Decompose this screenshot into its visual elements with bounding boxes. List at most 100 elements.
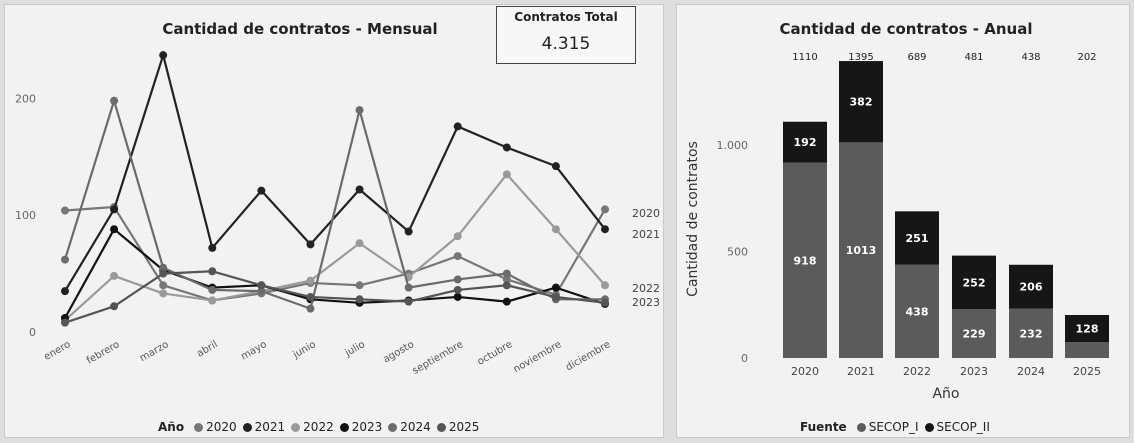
x-tick-label: 2021 <box>847 365 875 378</box>
data-point-2021 <box>404 227 413 236</box>
data-point-2025 <box>355 295 364 304</box>
data-point-2025 <box>61 318 69 327</box>
data-point-2022 <box>502 170 511 179</box>
bar-total-label: 481 <box>964 52 983 63</box>
data-point-2023 <box>453 292 462 301</box>
x-tick-label: 2024 <box>1017 365 1045 378</box>
bar-value-label: 1013 <box>846 244 877 257</box>
legend-label: 2022 <box>303 420 334 434</box>
bar-segment-SECOP_I <box>783 162 827 358</box>
data-point-2025 <box>110 302 119 311</box>
legend-marker <box>242 422 252 432</box>
legend-item-2024[interactable]: 2024 <box>388 420 431 434</box>
data-point-2025 <box>453 285 462 294</box>
legend-marker <box>436 422 446 432</box>
y-axis-label: Cantidad de contratos <box>685 141 701 297</box>
data-point-2021 <box>110 205 119 214</box>
data-point-2022 <box>306 276 315 285</box>
legend-item-2022[interactable]: 2022 <box>291 420 334 434</box>
bar-segment-SECOP_II <box>783 121 827 163</box>
bar-total-label: 689 <box>907 52 926 63</box>
data-point-2020 <box>355 281 364 290</box>
bar-value-label: 251 <box>906 232 929 245</box>
legend-label: 2021 <box>254 420 286 434</box>
legend-item-2023[interactable]: 2023 <box>339 420 382 434</box>
data-point-2025 <box>208 267 217 276</box>
data-point-2023 <box>502 297 511 306</box>
bar-segment-SECOP_I <box>952 309 996 358</box>
data-point-2021 <box>61 287 69 296</box>
data-point-2023 <box>110 225 119 234</box>
legend-item-SECOP_II[interactable]: SECOP_II <box>924 420 990 434</box>
bar-segment-SECOP_I <box>895 264 939 358</box>
bar-segment-SECOP_II <box>839 61 883 143</box>
x-tick-label: 2022 <box>903 365 931 378</box>
data-point-2021 <box>257 186 266 195</box>
legend-marker <box>856 422 866 432</box>
monthly-legend-title: Año <box>158 420 185 434</box>
series-end-label: 2023 <box>632 296 660 309</box>
bar-value-label: 252 <box>963 276 986 289</box>
bar-segment-SECOP_I <box>839 142 883 358</box>
bar-value-label: 192 <box>794 136 817 149</box>
legend-item-SECOP_I[interactable]: SECOP_I <box>856 420 919 434</box>
data-point-2024 <box>404 283 413 292</box>
series-line-2025 <box>64 270 606 324</box>
bar-value-label: 918 <box>794 254 817 267</box>
legend-marker <box>388 422 398 432</box>
data-point-2024 <box>306 304 315 313</box>
bar-total-label: 1110 <box>792 52 817 63</box>
data-point-2024 <box>110 96 119 105</box>
legend-label: SECOP_II <box>936 420 990 434</box>
data-point-2022 <box>208 296 217 305</box>
data-point-2021 <box>355 185 364 194</box>
data-point-2025 <box>257 281 266 290</box>
legend-item-2021[interactable]: 2021 <box>242 420 286 434</box>
bar-total-label: 202 <box>1077 52 1096 63</box>
data-point-2020 <box>159 281 168 290</box>
data-point-2021 <box>306 240 315 249</box>
total-contracts-value: 4.315 <box>541 34 591 54</box>
bar-value-label: 438 <box>906 305 929 318</box>
data-point-2022 <box>601 281 609 290</box>
series-line-2023 <box>64 228 606 319</box>
data-point-2020 <box>453 252 462 261</box>
legend-item-2020[interactable]: 2020 <box>194 420 237 434</box>
data-point-2024 <box>502 269 511 278</box>
y-tick-label: 500 <box>727 246 748 259</box>
data-point-2025 <box>306 292 315 301</box>
data-point-2024 <box>355 106 364 115</box>
series-end-label: 2020 <box>632 207 660 220</box>
data-point-2024 <box>159 263 168 272</box>
series-line-2024 <box>63 99 605 310</box>
y-tick-label: 0 <box>741 352 748 365</box>
data-point-2022 <box>551 225 560 234</box>
monthly-legend: Año 2020 2021 2022 2023 2024 2025 <box>158 420 479 434</box>
data-point-2020 <box>61 206 69 215</box>
data-point-2021 <box>601 225 609 234</box>
data-point-2021 <box>551 162 560 171</box>
data-point-2020 <box>601 205 609 214</box>
total-contracts-card: Contratos Total 4.315 <box>496 6 636 64</box>
data-point-2025 <box>404 297 413 306</box>
legend-label: SECOP_I <box>868 420 919 434</box>
bar-segment-SECOP_II <box>895 211 939 265</box>
series-line-2020 <box>64 205 606 302</box>
legend-item-2025[interactable]: 2025 <box>436 420 479 434</box>
bar-value-label: 382 <box>850 96 873 109</box>
bar-value-label: 232 <box>1020 327 1043 340</box>
data-point-2021 <box>453 122 462 131</box>
series-end-label: 2022 <box>632 282 660 295</box>
y-tick-label: 0 <box>29 326 36 339</box>
y-tick-label: 1.000 <box>717 139 749 152</box>
x-axis-label: Año <box>932 386 959 402</box>
data-point-2020 <box>502 275 511 284</box>
bar-value-label: 229 <box>963 328 986 341</box>
legend-marker <box>291 422 301 432</box>
data-point-2021 <box>502 143 511 152</box>
data-point-2024 <box>208 285 217 294</box>
data-point-2021 <box>208 243 217 252</box>
series-line-2022 <box>64 173 606 322</box>
